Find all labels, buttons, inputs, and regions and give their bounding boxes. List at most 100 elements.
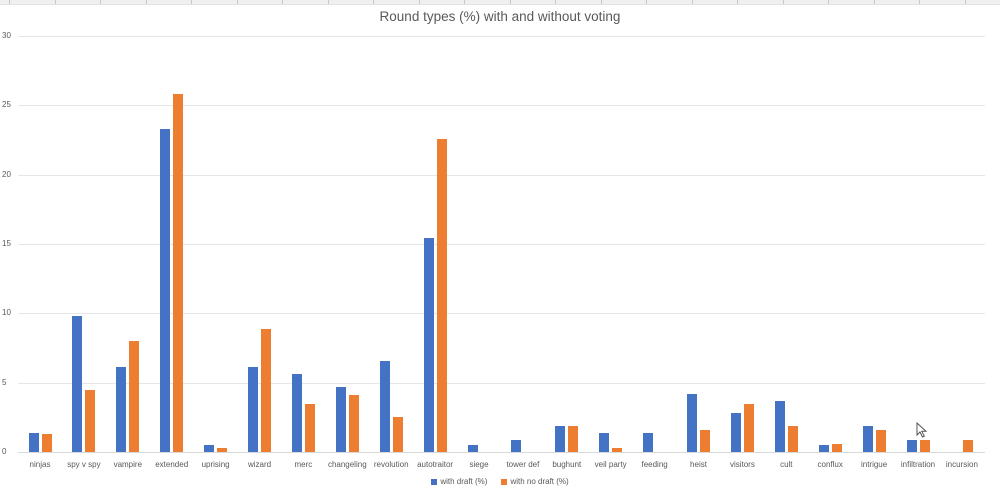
bar-with-draft-spy-v-spy[interactable]	[72, 316, 83, 452]
bar-with-draft-revolution[interactable]	[379, 360, 390, 452]
column-separator	[510, 0, 511, 4]
bar-no-draft-uprising[interactable]	[217, 447, 228, 452]
x-axis-line	[18, 452, 985, 453]
bar-with-draft-conflux[interactable]	[818, 445, 829, 452]
bar-no-draft-spy-v-spy[interactable]	[85, 389, 96, 452]
bar-no-draft-merc[interactable]	[304, 403, 315, 452]
chart-legend[interactable]: with draft (%) with no draft (%)	[0, 477, 1000, 486]
x-tick-label: heist	[690, 460, 707, 469]
chart-title: Round types (%) with and without voting	[379, 9, 621, 24]
bar-with-draft-vampire[interactable]	[116, 367, 127, 452]
column-separator	[191, 0, 192, 4]
column-separator	[601, 0, 602, 4]
column-separator	[464, 0, 465, 4]
column-separator	[828, 0, 829, 4]
x-tick-label: intrigue	[860, 460, 888, 469]
y-tick-label: 5	[2, 377, 7, 387]
bar-no-draft-bughunt[interactable]	[568, 425, 579, 452]
bar-with-draft-heist[interactable]	[687, 393, 697, 452]
legend-item-with-no-draft[interactable]: with no draft (%)	[501, 477, 569, 486]
bar-no-draft-intrigue[interactable]	[875, 429, 886, 452]
x-tick-label: merc	[294, 460, 313, 469]
column-separator	[9, 0, 10, 4]
x-tick-label: conflux	[817, 460, 843, 469]
bar-with-draft-siege[interactable]	[467, 445, 478, 452]
x-tick-label: extended	[155, 460, 189, 469]
y-tick-label: 25	[2, 100, 11, 110]
x-tick-label: infiltration	[900, 460, 936, 469]
x-tick-label: revolution	[373, 460, 409, 469]
y-tick-label: 15	[2, 238, 11, 248]
bar-with-draft-intrigue[interactable]	[862, 425, 873, 452]
bar-no-draft-wizard[interactable]	[261, 328, 271, 452]
bar-with-draft-visitors[interactable]	[730, 413, 741, 452]
bar-with-draft-feeding[interactable]	[643, 432, 654, 452]
gridline	[18, 105, 985, 106]
mouse-pointer-icon	[916, 422, 928, 438]
bar-with-draft-veil-party[interactable]	[599, 432, 610, 452]
column-separator	[419, 0, 420, 4]
gridline	[18, 36, 985, 37]
column-separator	[919, 0, 920, 4]
bar-with-draft-uprising[interactable]	[204, 445, 215, 452]
gridline	[18, 175, 985, 176]
column-separator	[692, 0, 693, 4]
gridline	[18, 244, 985, 245]
x-tick-label: visitors	[729, 460, 755, 469]
gridline	[18, 313, 985, 314]
bar-no-draft-changeling[interactable]	[348, 395, 359, 452]
legend-swatch	[501, 478, 508, 485]
bar-with-draft-bughunt[interactable]	[555, 425, 566, 452]
x-tick-label: ninjas	[29, 460, 51, 469]
bar-no-draft-extended[interactable]	[173, 94, 184, 452]
bar-no-draft-incursion[interactable]	[963, 439, 974, 452]
column-separator	[783, 0, 784, 4]
bar-no-draft-vampire[interactable]	[129, 341, 140, 452]
bar-no-draft-cult[interactable]	[787, 425, 798, 452]
column-separator	[146, 0, 147, 4]
bar-no-draft-heist[interactable]	[700, 429, 710, 452]
bar-with-draft-infiltration[interactable]	[906, 439, 917, 452]
x-tick-label: tower def	[506, 460, 540, 469]
column-separator	[555, 0, 556, 4]
bar-no-draft-infiltration[interactable]	[919, 439, 930, 452]
bar-with-draft-cult[interactable]	[774, 400, 785, 452]
column-separator	[55, 0, 56, 4]
bar-no-draft-revolution[interactable]	[392, 417, 403, 452]
bar-no-draft-ninjas[interactable]	[41, 434, 52, 452]
y-tick-label: 10	[2, 308, 11, 318]
x-tick-label: uprising	[201, 460, 230, 469]
column-separator	[646, 0, 647, 4]
bar-with-draft-ninjas[interactable]	[28, 432, 39, 452]
bar-no-draft-autotraitor[interactable]	[436, 138, 447, 452]
column-separator	[237, 0, 238, 4]
x-tick-label: incursion	[945, 460, 978, 469]
bar-no-draft-veil-party[interactable]	[612, 447, 623, 452]
column-separator	[100, 0, 101, 4]
y-tick-label: 0	[2, 447, 7, 456]
bar-with-draft-autotraitor[interactable]	[423, 238, 434, 452]
bar-with-draft-tower-def[interactable]	[511, 439, 522, 452]
bar-no-draft-conflux[interactable]	[831, 443, 842, 452]
y-tick-label: 30	[2, 30, 11, 40]
gridline	[18, 383, 985, 384]
column-separator	[282, 0, 283, 4]
bar-with-draft-extended[interactable]	[160, 128, 171, 452]
bar-no-draft-visitors[interactable]	[743, 403, 754, 452]
x-tick-label: feeding	[641, 460, 668, 469]
bar-with-draft-merc[interactable]	[291, 374, 302, 452]
x-tick-label: wizard	[247, 460, 272, 469]
y-tick-label: 20	[2, 169, 11, 179]
x-tick-label: autotraitor	[417, 460, 454, 469]
bar-with-draft-changeling[interactable]	[335, 386, 346, 452]
x-tick-label: siege	[469, 460, 489, 469]
legend-item-with-draft[interactable]: with draft (%)	[431, 477, 487, 486]
spreadsheet-column-header-strip	[0, 0, 1000, 5]
column-separator	[965, 0, 966, 4]
bar-with-draft-wizard[interactable]	[248, 367, 258, 452]
column-separator	[874, 0, 875, 4]
x-tick-label: changeling	[327, 460, 367, 469]
column-separator	[373, 0, 374, 4]
column-separator	[328, 0, 329, 4]
